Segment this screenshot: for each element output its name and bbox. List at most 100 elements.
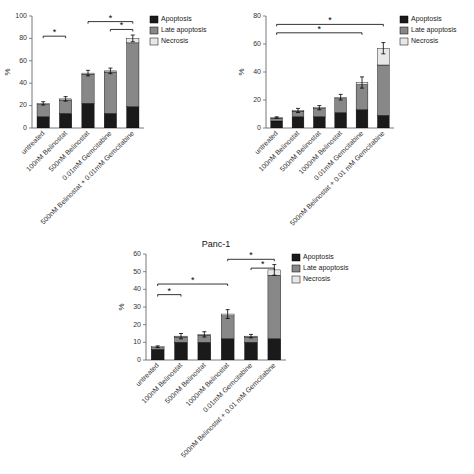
y-axis: 0 20 40 60 80 100 [15,12,32,131]
x-tick-label: 100nM Belinostat [140,361,183,404]
significance-label: * [53,27,57,37]
error-bar [41,102,45,105]
y-tick [143,254,146,255]
y-tick [29,83,32,84]
y-axis-line [32,16,33,128]
error-bar [202,332,206,337]
bar-segment [82,103,94,128]
legend-swatch [292,276,300,283]
y-tick-label: 20 [19,101,27,108]
bars [271,43,389,128]
legend-label: Apoptosis [303,253,334,261]
legend-swatch [150,16,158,23]
y-tick [143,342,146,343]
legend-label: Late apoptosis [303,264,349,272]
y-tick-label: 60 [19,57,27,64]
y-tick [143,289,146,290]
bar-segment [127,43,139,107]
y-tick-label: 30 [133,303,141,310]
bar-segment [198,342,211,360]
y-tick-label: 20 [253,96,261,103]
y-tick-label: 40 [19,79,27,86]
y-tick-label: 60 [253,40,261,47]
bar-segment [104,113,116,128]
x-axis-line [146,360,286,361]
significance-label: * [318,24,322,34]
x-tick-label: 100nM Belinostat [25,129,68,172]
bars [37,35,139,128]
y-tick [29,105,32,106]
legend-swatch [150,27,158,34]
legend-swatch [400,38,408,45]
bar-segment [221,316,234,339]
bar-segment [221,339,234,360]
y-label: % [117,303,126,310]
legend: Apoptosis Late apoptosis Necrosis [292,253,349,283]
error-bar [360,77,364,88]
bar-segment [377,115,389,128]
y-tick-label: 80 [19,34,27,41]
bar-segment [313,117,325,128]
panel: 020406080%**untreated100nM Belinostat500… [237,12,457,227]
bar-segment [37,117,49,128]
x-axis-line [266,128,394,129]
bar-segment [356,110,368,128]
y-tick [263,72,266,73]
significance-label: * [261,259,265,269]
y-tick [29,16,32,17]
y-label: % [237,68,246,75]
error-bar [64,97,68,101]
bar-segment [292,117,304,128]
x-tick-label: 1000nM Belinostat [184,361,230,407]
x-tick-label: 500nM Belinostat + 0.01 mM Gemcitabine [180,361,277,458]
y-tick-label: 50 [133,268,141,275]
y-tick [143,324,146,325]
significance-label: * [109,13,113,23]
legend-swatch [400,27,408,34]
x-tick-label: 500nM Belinostat + 0.01 mM Gemcitabine [289,129,386,226]
y-axis-line [266,16,267,128]
y-tick-label: 100 [15,12,27,19]
error-bar [339,94,343,100]
y-tick [263,128,266,129]
y-tick-label: 60 [133,250,141,257]
legend-label: Late apoptosis [161,26,207,34]
bar-segment [59,100,71,113]
panel: 0102030405060%****untreated100nM Belinos… [117,239,349,459]
bar-segment [271,117,283,119]
legend-label: Necrosis [303,275,331,282]
legend: ApoptosisLate apoptosisNecrosis [150,15,207,45]
x-tick-label: 500nM Belinostat [164,361,207,404]
legend-label: Apoptosis [161,15,192,23]
x-tick-label: 500nM Belinostat + 0.01mM Gemcitabine [39,129,135,225]
error-bar [179,334,183,339]
y-axis: 0102030405060 [133,250,146,363]
bars [151,265,281,360]
y-tick [263,16,266,17]
significance-label: * [120,20,124,30]
y-tick-label: 0 [23,124,27,131]
chart: 020406080100%***untreated100nM Belinosta… [0,0,474,474]
panel: 020406080100%***untreated100nM Belinosta… [3,12,207,226]
y-tick [143,360,146,361]
significance-label: * [168,286,172,296]
error-bar [317,106,321,110]
y-tick-label: 20 [133,321,141,328]
y-axis-line [146,254,147,360]
bar-segment [59,113,71,128]
bar-segment [175,342,188,360]
y-tick-label: 40 [133,285,141,292]
bar-segment [377,65,389,115]
y-label: % [3,68,12,75]
significance-label: * [328,15,332,25]
y-tick-label: 80 [253,12,261,19]
y-tick [263,100,266,101]
legend-swatch [150,38,158,45]
legend-swatch [400,16,408,23]
bar-segment [271,118,283,121]
y-axis: 020406080 [253,12,266,131]
legend-label: Apoptosis [411,15,442,23]
error-bar [131,35,135,42]
error-bar [296,108,300,112]
legend: ApoptosisLate apoptosisNecrosis [400,15,457,45]
